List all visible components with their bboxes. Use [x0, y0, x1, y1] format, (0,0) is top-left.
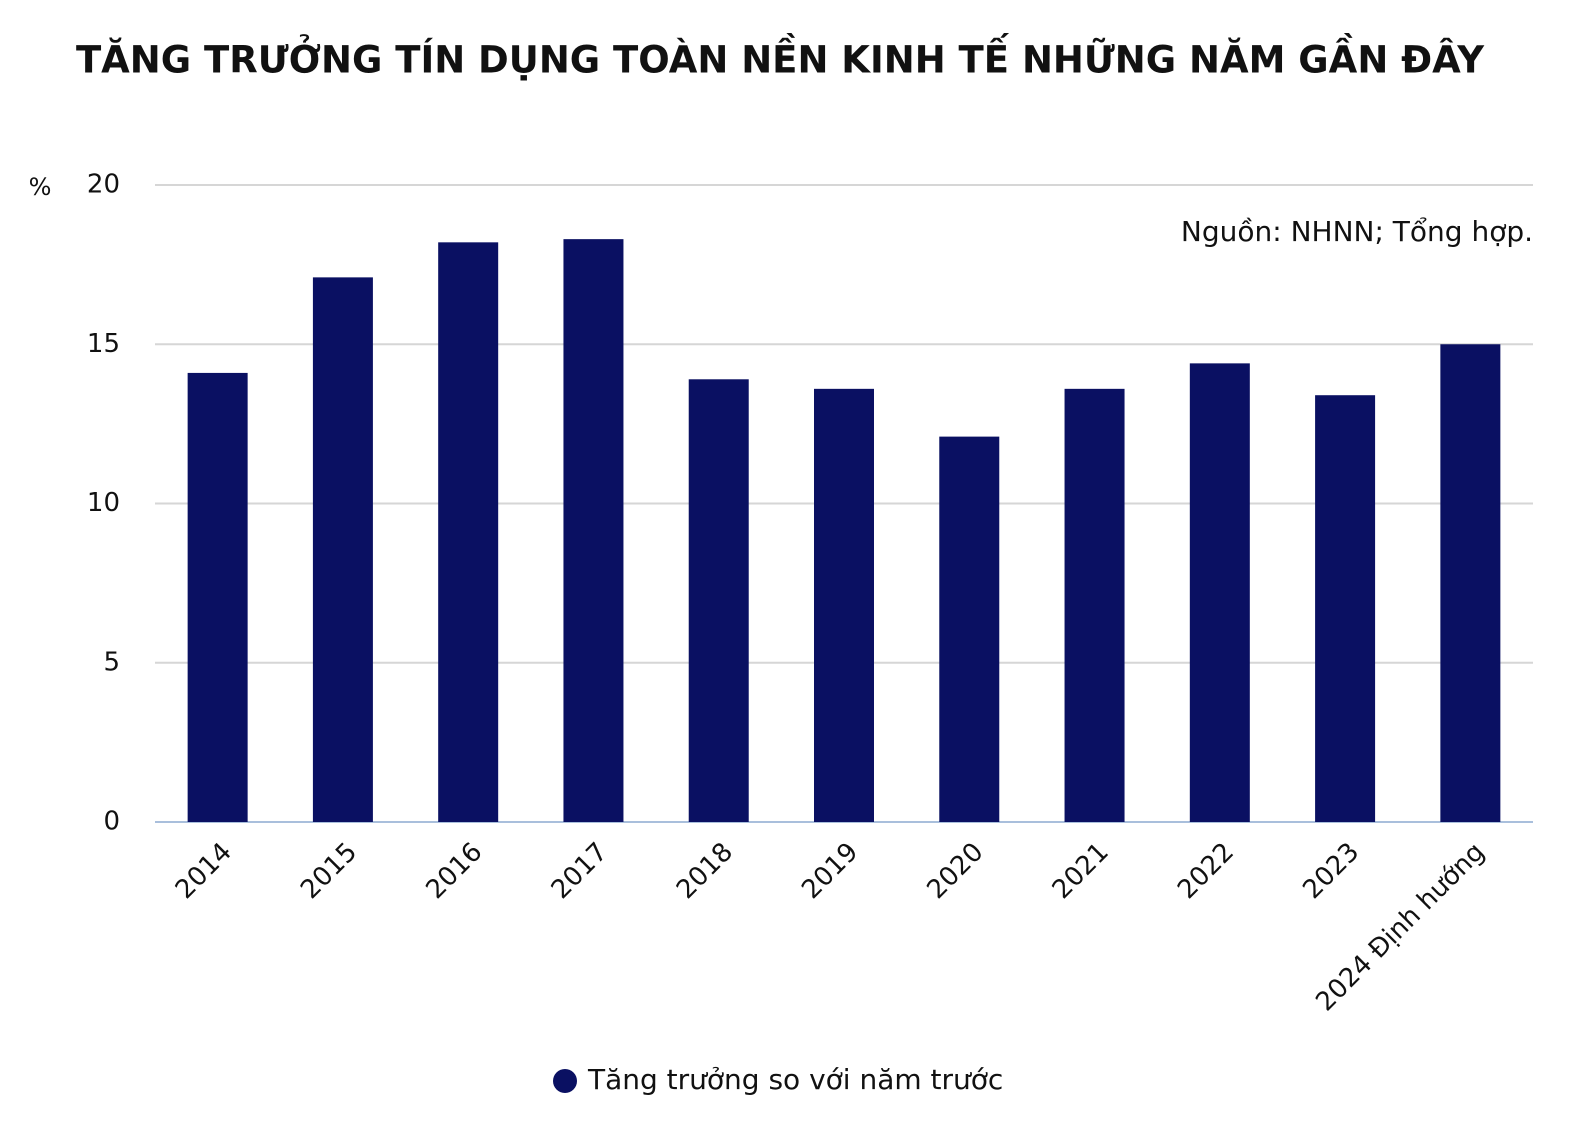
x-tick-label: 2017: [546, 837, 614, 905]
legend-label: Tăng trưởng so với năm trước: [587, 1063, 1003, 1096]
legend-marker: [553, 1069, 577, 1093]
bar: [1064, 388, 1125, 822]
x-tick-label: 2018: [671, 837, 739, 905]
x-tick-label: 2016: [420, 837, 488, 905]
x-tick-label: 2015: [295, 837, 363, 905]
bar: [1440, 344, 1501, 822]
y-tick-label: 5: [103, 647, 120, 677]
bar: [814, 388, 874, 822]
bar: [438, 242, 499, 822]
x-tick-label: 2014: [170, 837, 238, 905]
y-tick-label: 10: [87, 488, 120, 518]
x-tick-label: 2023: [1297, 837, 1365, 905]
y-tick-label: 15: [87, 329, 120, 359]
x-tick-label: 2022: [1172, 837, 1240, 905]
bar: [1189, 363, 1250, 822]
y-axis-label: %: [29, 173, 52, 201]
bar: [312, 277, 373, 822]
chart-title: TĂNG TRƯỞNG TÍN DỤNG TOÀN NỀN KINH TẾ NH…: [76, 33, 1485, 82]
annotation: Nguồn: NHNN; Tổng hợp.: [1181, 215, 1533, 248]
x-tick-label: 2020: [922, 837, 990, 905]
bar: [688, 379, 749, 822]
x-tick-label: 2019: [796, 837, 864, 905]
bar: [187, 372, 248, 822]
bar: [1315, 395, 1376, 822]
bar: [563, 239, 624, 822]
y-tick-label: 0: [103, 807, 120, 837]
bar: [939, 436, 1000, 822]
x-tick-label: 2021: [1047, 837, 1115, 905]
y-tick-label: 20: [87, 170, 120, 200]
